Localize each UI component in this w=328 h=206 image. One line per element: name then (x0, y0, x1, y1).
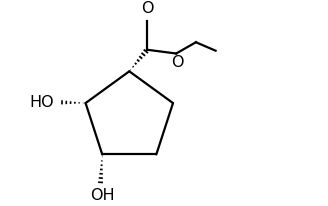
Text: O: O (141, 1, 154, 16)
Text: O: O (171, 55, 183, 70)
Text: OH: OH (90, 188, 114, 203)
Text: HO: HO (29, 95, 54, 110)
